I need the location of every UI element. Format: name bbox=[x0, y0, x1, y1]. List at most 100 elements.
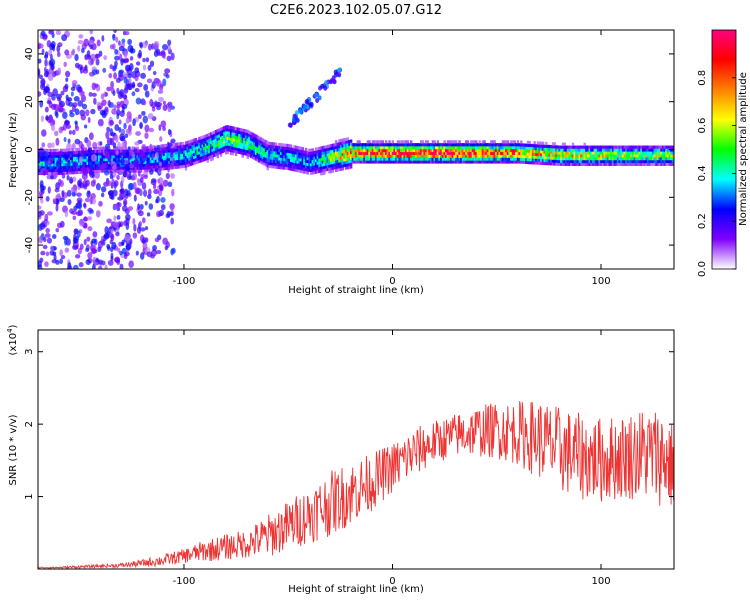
spectrogram-cell bbox=[651, 157, 655, 161]
spectrogram-cell bbox=[535, 149, 538, 154]
spectrogram-cell bbox=[136, 178, 140, 183]
spectrogram-cell bbox=[328, 153, 331, 157]
spectrogram-cell bbox=[563, 154, 566, 158]
spectrogram-cell bbox=[127, 206, 134, 211]
spectrogram-cell bbox=[99, 155, 103, 159]
spectrogram-cell bbox=[236, 147, 239, 151]
spectrogram-cell bbox=[54, 157, 58, 161]
spectrogram-cell bbox=[628, 154, 631, 158]
spectrogram-cell bbox=[364, 157, 368, 161]
spectrogram-cell bbox=[125, 128, 131, 134]
spectrogram-cell bbox=[216, 152, 219, 156]
spectrogram-cell bbox=[299, 161, 303, 165]
spectrogram-cell bbox=[149, 159, 153, 164]
spectrogram-cell bbox=[339, 161, 343, 166]
spectrogram-cell bbox=[167, 104, 172, 113]
spectrogram-cell bbox=[91, 152, 94, 156]
spectrogram-cell bbox=[208, 141, 211, 145]
spectrogram-cell bbox=[465, 154, 468, 158]
spectrogram-cell bbox=[348, 154, 351, 158]
spectrogram-cell bbox=[184, 150, 188, 154]
spectrogram-cell bbox=[651, 154, 655, 158]
spectrogram-cell bbox=[623, 157, 626, 161]
spectrogram-cell bbox=[591, 154, 595, 158]
spectrogram-cell bbox=[398, 143, 401, 147]
spectrogram-cell bbox=[113, 180, 119, 187]
spectrogram-cell bbox=[45, 195, 50, 202]
spectrogram-cell bbox=[219, 133, 223, 137]
spectrogram-cell bbox=[356, 160, 360, 164]
spectrogram-cell bbox=[148, 160, 151, 164]
spectrogram-cell bbox=[510, 143, 513, 147]
spectrogram-cell bbox=[465, 151, 468, 155]
spectrogram-cell bbox=[600, 148, 603, 152]
spectrogram-cell bbox=[341, 155, 345, 159]
spectrogram-cell bbox=[598, 157, 601, 161]
spectrogram-cell bbox=[633, 151, 636, 155]
spectrogram-cell bbox=[513, 143, 516, 147]
spectrogram-cell bbox=[294, 157, 298, 161]
spectrogram-cell bbox=[311, 162, 314, 166]
spectrogram-cell bbox=[121, 247, 127, 254]
x-tick-label: 100 bbox=[591, 276, 610, 287]
spectrogram-cell bbox=[63, 160, 66, 164]
spectrogram-cell bbox=[378, 146, 381, 150]
spectrogram-cell bbox=[661, 157, 665, 161]
spectrogram-cell bbox=[268, 164, 271, 168]
spectrogram-cell bbox=[289, 150, 293, 154]
spectrogram-cell bbox=[238, 136, 241, 140]
spectrogram-cell bbox=[655, 148, 658, 152]
spectrogram-cell bbox=[651, 148, 655, 152]
spectrogram-cell bbox=[650, 154, 653, 158]
spectrogram-cell bbox=[226, 145, 229, 149]
spectrogram-cell bbox=[299, 146, 303, 150]
spectrogram-cell bbox=[521, 149, 525, 153]
spectrogram-cell bbox=[84, 156, 88, 160]
spectrogram-cell bbox=[663, 162, 666, 166]
spectrogram-cell bbox=[99, 141, 103, 146]
spectrogram-cell bbox=[143, 163, 146, 167]
spectrogram-cell bbox=[76, 150, 79, 154]
spectrogram-cell bbox=[293, 168, 296, 172]
spectrogram-cell bbox=[199, 139, 203, 143]
spectrogram-cell bbox=[239, 151, 243, 155]
spectrogram-cell bbox=[184, 164, 188, 168]
spectrogram-cell bbox=[206, 156, 209, 160]
spectrogram-cell bbox=[66, 168, 69, 172]
spectrogram-cell bbox=[249, 134, 253, 138]
spectrogram-cell bbox=[578, 151, 581, 155]
spectrogram-cell bbox=[568, 151, 571, 155]
spectrogram-cell bbox=[670, 154, 673, 158]
spectrogram-cell bbox=[59, 157, 63, 161]
spectrogram-cell bbox=[73, 238, 79, 244]
spectrogram-cell bbox=[640, 151, 643, 155]
spectrogram-cell bbox=[460, 157, 463, 161]
spectrogram-cell bbox=[386, 151, 390, 155]
spectrogram-cell bbox=[115, 36, 119, 43]
spectrogram-cell bbox=[156, 159, 159, 163]
spectrogram-cell bbox=[283, 155, 286, 159]
spectrogram-cell bbox=[498, 151, 501, 155]
spectrogram-cell bbox=[81, 156, 84, 160]
spectrogram-cell bbox=[44, 157, 49, 164]
spectrogram-cell bbox=[376, 151, 380, 155]
spectrogram-cell bbox=[533, 152, 536, 156]
spectrogram-cell bbox=[533, 144, 536, 148]
spectrogram-cell bbox=[254, 154, 258, 158]
spectrogram-cell bbox=[289, 164, 293, 168]
spectrogram-cell bbox=[386, 160, 390, 164]
spectrogram-cell bbox=[51, 151, 54, 155]
spectrogram-cell bbox=[388, 154, 391, 158]
spectrogram-cell bbox=[142, 242, 148, 250]
spectrogram-cell bbox=[406, 157, 410, 161]
spectrogram-cell bbox=[361, 157, 365, 161]
spectrogram-cell bbox=[79, 153, 83, 157]
spectrogram-cell bbox=[258, 145, 261, 149]
spectrogram-cell bbox=[258, 139, 261, 143]
spectrogram-cell bbox=[478, 143, 481, 147]
spectrogram-cell bbox=[336, 168, 340, 172]
spectrogram-cell bbox=[191, 142, 194, 146]
spectrogram-cell bbox=[139, 149, 143, 153]
spectrogram-cell bbox=[125, 173, 131, 178]
spectrogram-cell bbox=[581, 157, 585, 161]
